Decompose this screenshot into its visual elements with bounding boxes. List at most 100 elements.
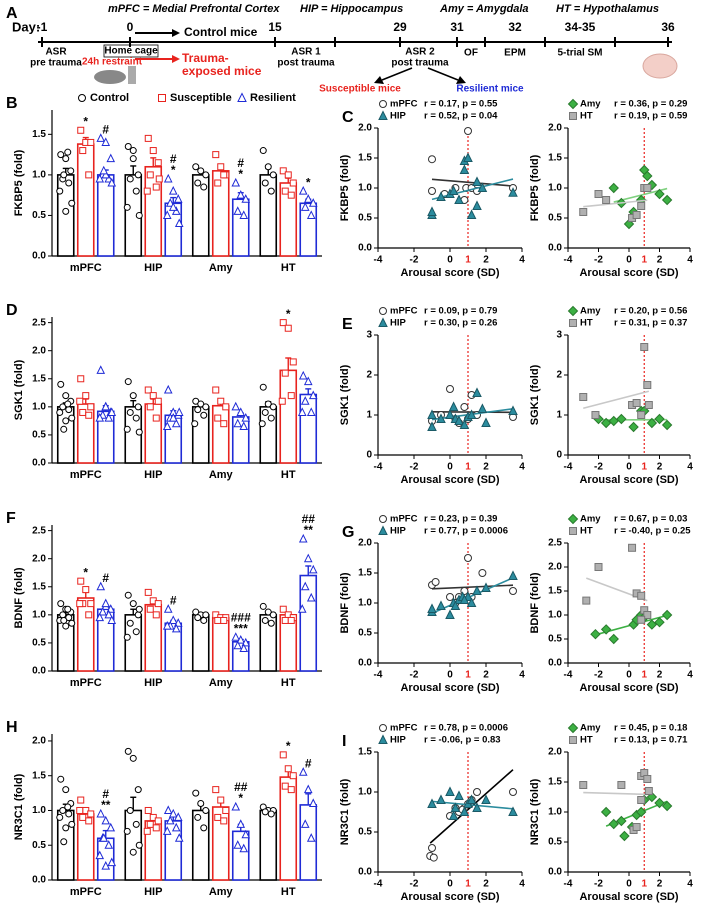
marker xyxy=(509,587,517,595)
marker xyxy=(62,786,70,794)
marker xyxy=(646,619,658,630)
marker xyxy=(231,177,241,187)
y-tick-label: 1.0 xyxy=(32,401,46,412)
marker xyxy=(194,813,202,821)
y-tick-label: 0.5 xyxy=(358,213,372,224)
test-label: 5-trial SM xyxy=(557,48,602,59)
x-tick-label: Amy xyxy=(209,262,234,274)
y-tick-label: 1 xyxy=(366,410,372,421)
marker xyxy=(261,616,269,624)
marker xyxy=(57,380,65,388)
marker xyxy=(62,824,70,832)
marker xyxy=(152,183,160,191)
marker xyxy=(135,428,143,436)
y-tick-label: 2.0 xyxy=(548,562,562,573)
marker xyxy=(582,596,591,605)
marker xyxy=(454,194,464,204)
reference-label: 1 xyxy=(465,462,471,473)
fit-line xyxy=(431,584,514,590)
marker xyxy=(143,827,151,835)
x-tick-label: mPFC xyxy=(70,469,102,481)
marker xyxy=(616,815,627,827)
marker xyxy=(76,600,84,608)
group-label: Trauma-exposed mice xyxy=(182,51,262,78)
bar xyxy=(76,597,95,672)
x-tick-label: HT xyxy=(281,469,296,481)
marker xyxy=(281,782,289,790)
arrow xyxy=(427,67,459,81)
bar xyxy=(299,804,318,881)
marker xyxy=(124,591,132,599)
marker xyxy=(168,615,178,624)
marker xyxy=(608,633,619,645)
x-tick-label: 0 xyxy=(447,879,453,890)
reference-label: 1 xyxy=(465,670,471,681)
marker xyxy=(59,806,67,814)
x-tick-label: -4 xyxy=(564,879,573,890)
marker xyxy=(454,790,464,800)
marker xyxy=(77,796,85,804)
marker xyxy=(661,194,673,206)
marker xyxy=(56,408,64,416)
x-tick-label: HT xyxy=(281,677,296,689)
y-tick-label: 2.0 xyxy=(358,123,372,134)
marker xyxy=(233,840,243,849)
marker xyxy=(267,619,275,627)
marker xyxy=(107,407,117,416)
marker xyxy=(132,628,140,636)
marker xyxy=(378,317,388,327)
marker xyxy=(259,383,267,391)
marker xyxy=(448,810,459,820)
marker xyxy=(67,167,75,175)
significance-mark: # xyxy=(170,593,177,607)
marker xyxy=(152,414,160,422)
marker xyxy=(308,390,318,400)
marker xyxy=(231,801,241,811)
x-tick-label: 4 xyxy=(519,670,525,681)
x-tick-label: mPFC xyxy=(70,677,102,689)
marker xyxy=(194,179,202,187)
significance-mark: ### xyxy=(231,610,251,624)
marker xyxy=(509,788,517,796)
marker xyxy=(258,420,266,428)
y-tick-label: 1.0 xyxy=(548,807,562,818)
legend-label: HIP xyxy=(390,526,407,537)
legend-stat: r = -0.40, p = 0.25 xyxy=(614,526,691,537)
marker xyxy=(448,185,459,195)
legend-label: mPFC xyxy=(390,99,418,110)
y-axis-title: SGK1 (fold) xyxy=(529,364,541,425)
marker xyxy=(481,417,491,427)
day: 31 xyxy=(450,20,464,34)
y-tick-label: 0.0 xyxy=(32,875,46,886)
marker xyxy=(62,207,70,215)
marker xyxy=(306,407,316,416)
home-cage-box xyxy=(103,44,159,58)
marker xyxy=(163,805,173,814)
marker xyxy=(104,840,114,849)
y-tick-label: 2.0 xyxy=(32,345,46,356)
test-label: pre trauma xyxy=(30,58,82,69)
marker xyxy=(477,403,488,413)
marker xyxy=(146,820,154,828)
x-tick-label: -2 xyxy=(410,879,419,890)
legend-label: Amy xyxy=(580,514,601,525)
marker xyxy=(306,833,316,842)
marker xyxy=(637,591,646,600)
marker xyxy=(101,137,111,146)
marker xyxy=(65,406,73,414)
marker xyxy=(154,397,162,405)
marker xyxy=(173,812,183,821)
x-axis-title: Arousal score (SD) xyxy=(579,682,678,694)
marker xyxy=(298,185,308,195)
marker xyxy=(459,806,470,816)
marker xyxy=(269,403,277,411)
marker xyxy=(281,616,289,624)
significance-mark: ** xyxy=(304,523,314,537)
x-axis-title: Arousal score (SD) xyxy=(400,682,499,694)
definition: HIP = Hippocampus xyxy=(300,3,403,15)
panel-label: B xyxy=(6,95,18,112)
marker xyxy=(134,786,142,794)
marker xyxy=(464,554,472,562)
marker xyxy=(632,823,641,831)
x-tick-label: 4 xyxy=(687,879,693,890)
